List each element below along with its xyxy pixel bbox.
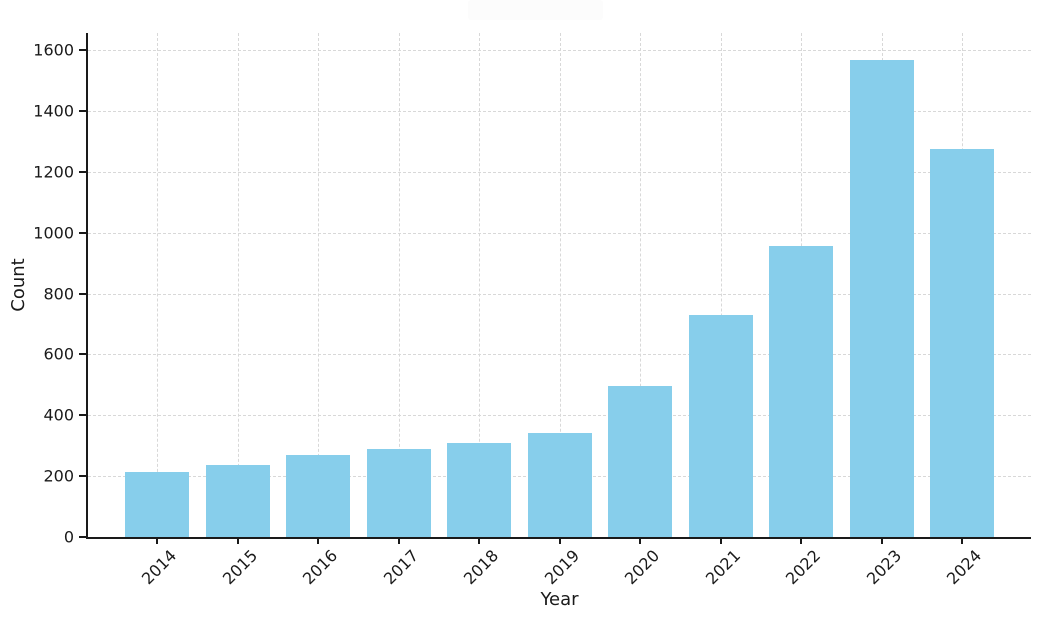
x-tick-label: 2019 xyxy=(540,546,583,589)
y-tick-label: 800 xyxy=(43,284,74,303)
y-tick-label: 400 xyxy=(43,405,74,425)
x-gridline xyxy=(479,33,480,537)
x-tick-mark xyxy=(961,537,963,544)
x-tick-label: 2021 xyxy=(701,546,744,589)
bar-2015 xyxy=(205,465,270,537)
y-tick-label: 1400 xyxy=(33,101,74,121)
bar-2022 xyxy=(769,246,833,537)
x-tick-label: 2018 xyxy=(460,546,503,589)
x-axis-title: Year xyxy=(540,589,579,610)
x-gridline xyxy=(559,33,561,537)
x-gridline xyxy=(318,33,319,537)
x-tick-mark xyxy=(236,537,239,544)
y-tick-label: 600 xyxy=(43,344,74,364)
y-tick-mark xyxy=(79,353,86,356)
x-gridline xyxy=(720,33,722,537)
bar-2020 xyxy=(608,385,672,537)
x-tick-mark xyxy=(317,537,319,544)
faded-title-artifact xyxy=(468,0,603,20)
y-axis-line xyxy=(86,33,88,539)
x-tick-label: 2015 xyxy=(218,546,261,589)
x-gridline xyxy=(157,33,158,537)
x-gridline xyxy=(640,33,641,537)
x-tick-label: 2014 xyxy=(138,546,181,589)
y-tick-label: 1200 xyxy=(33,162,74,182)
x-gridline xyxy=(237,33,239,537)
y-tick-label: 200 xyxy=(43,466,74,486)
y-tick-mark xyxy=(79,414,86,417)
y-tick-label: 1000 xyxy=(33,223,74,243)
y-tick-mark xyxy=(79,109,86,112)
bar-2016 xyxy=(286,454,350,537)
x-tick-label: 2016 xyxy=(299,546,342,589)
x-tick-mark xyxy=(478,537,480,544)
y-axis-title: Count xyxy=(8,258,29,312)
y-tick-label: 1600 xyxy=(33,40,74,60)
bar-2021 xyxy=(688,314,753,537)
x-gridline xyxy=(398,33,400,537)
x-tick-label: 2020 xyxy=(621,546,664,589)
x-tick-label: 2017 xyxy=(379,546,422,589)
y-tick-mark xyxy=(79,170,86,173)
bar-2019 xyxy=(527,432,592,537)
x-tick-label: 2022 xyxy=(782,546,825,589)
bar-2014 xyxy=(125,471,189,537)
x-tick-mark xyxy=(639,537,641,544)
bar-2017 xyxy=(366,448,431,537)
x-tick-mark xyxy=(397,537,400,544)
x-tick-mark xyxy=(156,537,158,544)
x-tick-label: 2023 xyxy=(862,546,905,589)
x-tick-mark xyxy=(719,537,722,544)
x-tick-mark xyxy=(880,537,883,544)
bar-2024 xyxy=(930,148,994,537)
y-tick-mark xyxy=(79,475,86,478)
x-tick-label: 2024 xyxy=(943,546,986,589)
y-tick-label: 0 xyxy=(63,527,74,547)
bar-2023 xyxy=(849,59,914,537)
bar-2018 xyxy=(447,443,511,537)
y-tick-mark xyxy=(79,49,86,51)
y-tick-mark xyxy=(79,292,86,295)
x-tick-mark xyxy=(558,537,561,544)
x-tick-mark xyxy=(800,537,802,544)
y-tick-mark xyxy=(79,231,86,234)
y-tick-mark xyxy=(79,536,86,538)
